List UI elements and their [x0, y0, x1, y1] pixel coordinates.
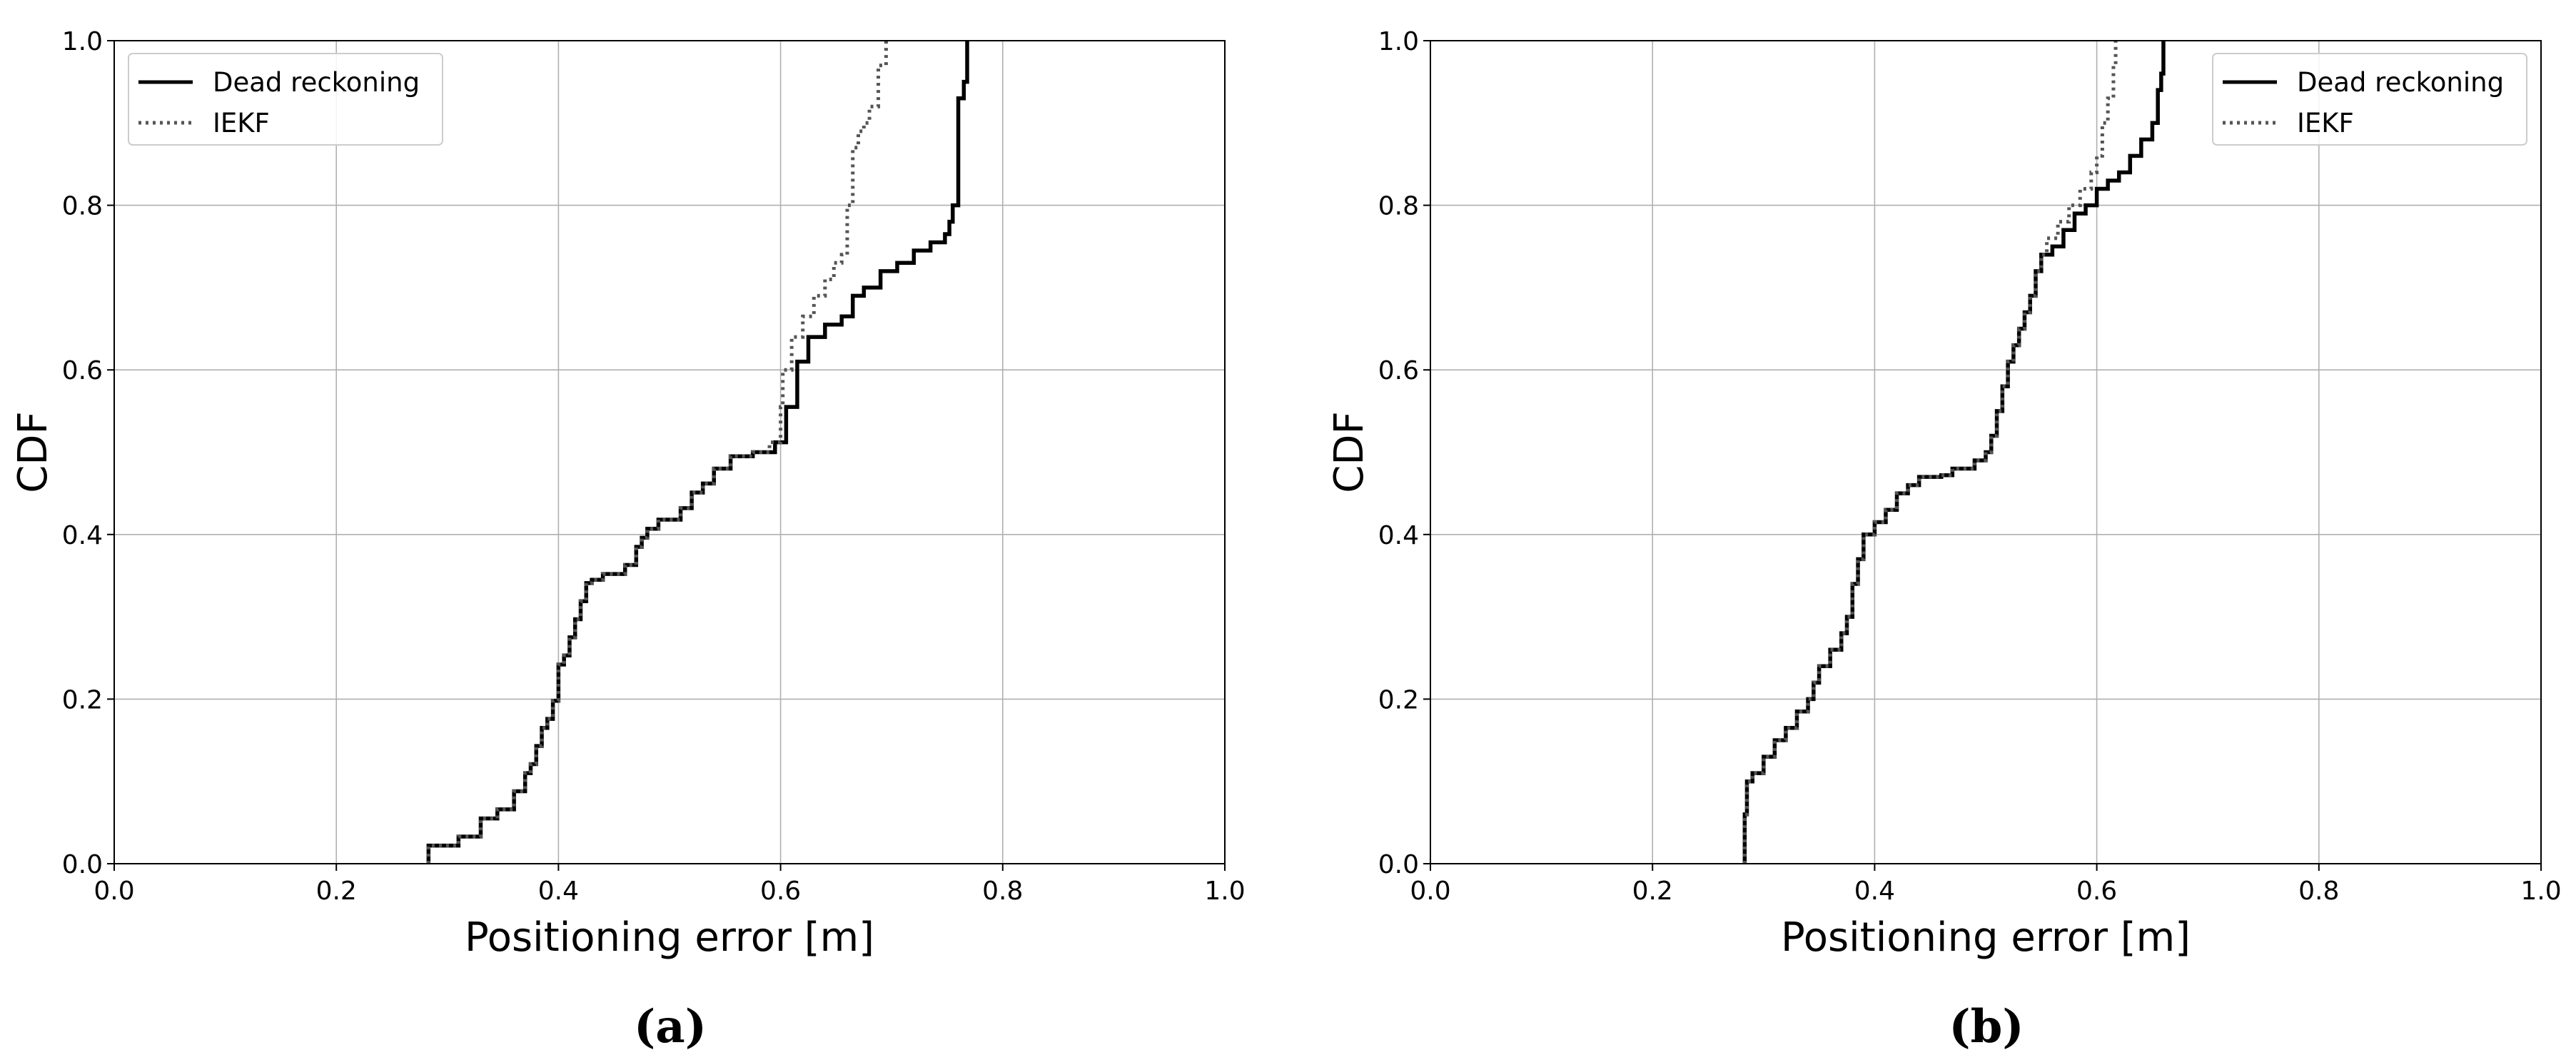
grid-a: [113, 40, 1226, 864]
y-tick-label: 0.2: [1378, 685, 1419, 715]
legend-box-a: [128, 53, 443, 146]
y-tick-label: 0.6: [62, 356, 103, 385]
x-tick-label: 0.0: [1410, 877, 1450, 906]
series-layer-b: [1742, 41, 2166, 864]
legend-label-dead-reckoning-a: Dead reckoning: [213, 67, 420, 98]
x-tick-label: 1.0: [1204, 877, 1245, 906]
plot-frame-b: [1430, 40, 2542, 864]
x-tick-label: 0.4: [1854, 877, 1895, 906]
legend-label-iekf-b: IEKF: [2297, 108, 2354, 138]
y-tick-label: 0.8: [1378, 192, 1419, 221]
y-tick-label: 1.0: [1378, 27, 1419, 56]
y-axis-label-a: CDF: [10, 411, 56, 493]
x-tick-label: 0.0: [94, 877, 134, 906]
legend-label-dead-reckoning-b: Dead reckoning: [2297, 67, 2504, 98]
series-layer-a: [426, 41, 969, 864]
x-tick-label: 1.0: [2520, 877, 2561, 906]
x-tick-label: 0.2: [316, 877, 357, 906]
y-tick-label: 0.0: [62, 850, 103, 879]
x-tick-label: 0.2: [1632, 877, 1673, 906]
legend-b: Dead reckoning IEKF: [2212, 53, 2527, 146]
y-tick-label: 0.8: [62, 192, 103, 221]
y-axis-label-b: CDF: [1326, 411, 1373, 493]
x-axis-label-b: Positioning error [m]: [1781, 914, 2191, 961]
x-tick-label: 0.8: [2298, 877, 2339, 906]
x-tick-label: 0.6: [2076, 877, 2117, 906]
series-line-dead-reckoning-a: [426, 41, 969, 864]
y-tick-label: 0.4: [1378, 521, 1419, 550]
panel-label-a: (a): [634, 1000, 707, 1054]
legend-box-b: [2212, 53, 2527, 146]
panel-b: 0.0 0.2 0.4 0.6 0.8 1.0 0.0 0.2 0.4 0.6 0.8 1.0 Pos…: [1326, 27, 2562, 1054]
ticks-a: 0.0 0.2 0.4 0.6 0.8 1.0 0.0 0.2 0.4 0.6 0.8 1.0: [62, 27, 1246, 906]
ticks-b: 0.0 0.2 0.4 0.6 0.8 1.0 0.0 0.2 0.4 0.6 0.8 1.0: [1378, 27, 2562, 906]
panel-label-b: (b): [1949, 1000, 2024, 1054]
y-tick-label: 1.0: [62, 27, 103, 56]
y-tick-label: 0.0: [1378, 850, 1419, 879]
y-tick-label: 0.4: [62, 521, 103, 550]
series-line-iekf-a: [426, 41, 888, 864]
x-tick-label: 0.4: [538, 877, 579, 906]
series-line-iekf-b: [1742, 41, 2118, 864]
y-tick-label: 0.2: [62, 685, 103, 715]
x-axis-label-a: Positioning error [m]: [465, 914, 874, 961]
panel-a: 0.0 0.2 0.4 0.6 0.8 1.0 0.0 0.2 0.4 0.6 0.8 1.0 Pos…: [10, 27, 1246, 1054]
y-tick-label: 0.6: [1378, 356, 1419, 385]
series-line-dead-reckoning-b: [1742, 41, 2166, 864]
legend-a: Dead reckoning IEKF: [128, 53, 443, 146]
x-tick-label: 0.6: [760, 877, 801, 906]
x-tick-label: 0.8: [982, 877, 1023, 906]
legend-label-iekf-a: IEKF: [213, 108, 270, 138]
plot-frame-a: [113, 40, 1226, 864]
